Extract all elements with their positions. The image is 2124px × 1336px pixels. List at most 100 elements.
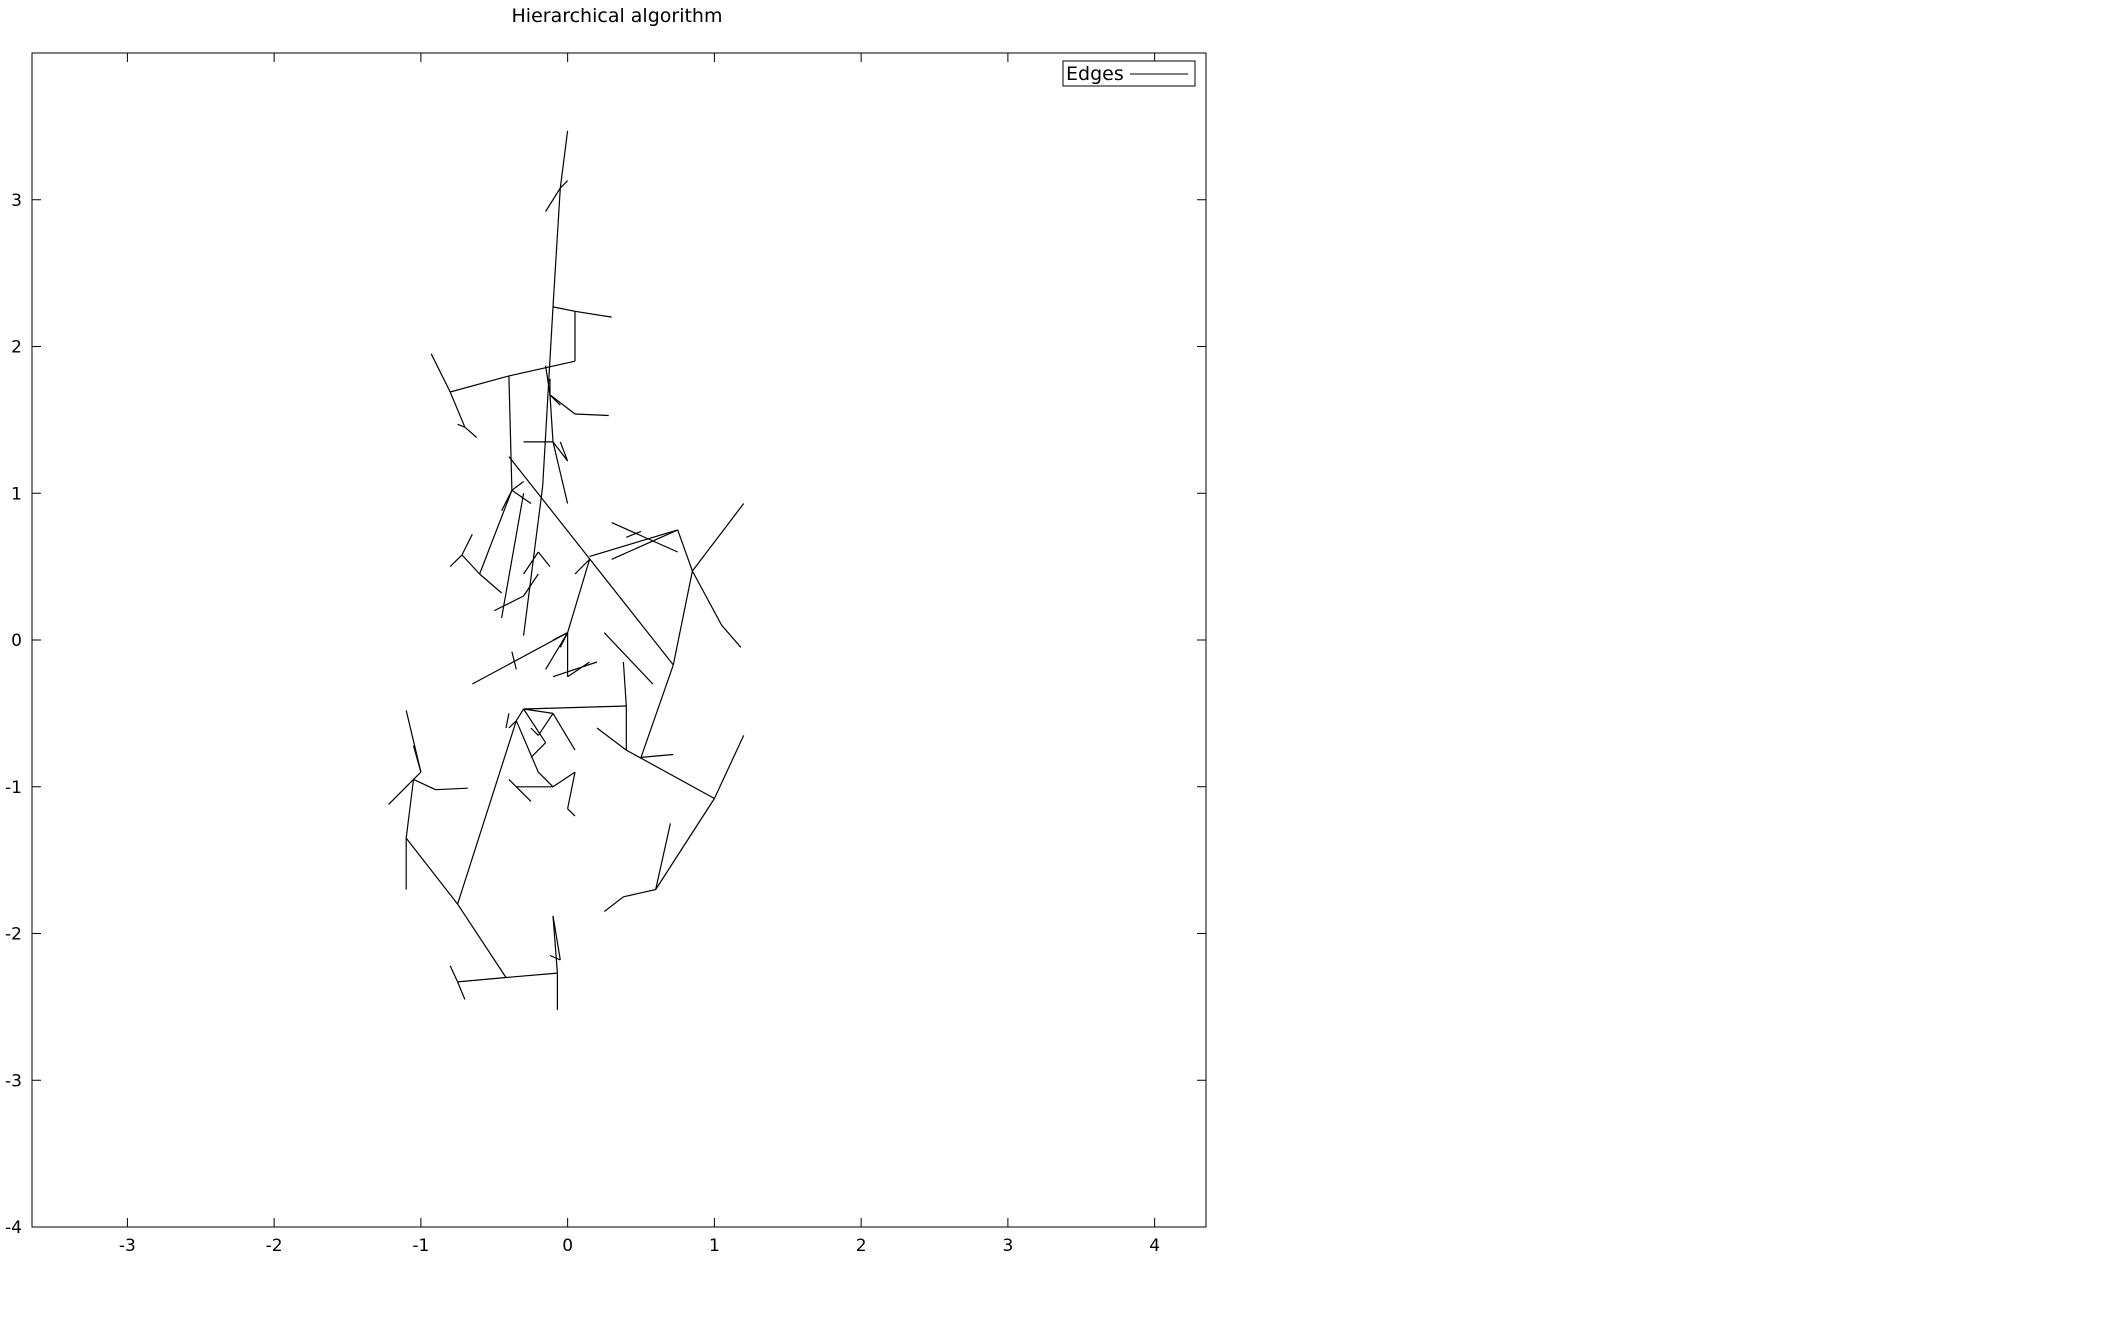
edge-segment xyxy=(457,423,466,428)
chart-title: Hierarchical algorithm xyxy=(512,5,723,27)
edge-segment xyxy=(537,771,554,788)
edge-segment xyxy=(494,595,524,612)
edge-segment xyxy=(552,441,569,462)
edge-segment xyxy=(691,503,745,572)
y-tick-label: -4 xyxy=(5,1218,22,1238)
edge-segment xyxy=(508,375,513,491)
edge-segment xyxy=(596,727,627,751)
edge-segment xyxy=(537,713,554,736)
edge-segment xyxy=(559,130,569,189)
edge-segment xyxy=(559,180,569,189)
edge-segment xyxy=(413,771,422,780)
x-tick-label: 3 xyxy=(1002,1236,1013,1256)
edge-segment xyxy=(545,632,569,670)
edge-segment xyxy=(449,554,463,568)
edge-segment xyxy=(713,735,745,799)
edge-segment xyxy=(530,727,539,736)
edge-segment xyxy=(549,394,554,442)
edge-segment xyxy=(461,534,473,556)
edge-segment xyxy=(523,705,627,710)
edge-segment xyxy=(545,365,551,395)
edge-segment xyxy=(472,632,568,685)
x-tick-label: -1 xyxy=(412,1236,429,1256)
edge-segment xyxy=(435,787,468,791)
x-tick-label: 2 xyxy=(856,1236,867,1256)
edge-segment xyxy=(552,661,598,678)
edge-segment xyxy=(549,394,576,415)
edge-segment xyxy=(530,742,547,758)
edge-segment xyxy=(511,489,532,504)
edge-segment xyxy=(691,570,723,626)
edges-layer xyxy=(388,130,745,1010)
edge-segment xyxy=(721,624,742,648)
edge-segment xyxy=(479,573,502,594)
edge-segment xyxy=(388,778,414,805)
plot-frame xyxy=(31,52,1207,1228)
edge-segment xyxy=(461,554,481,575)
edge-segment xyxy=(623,888,656,898)
x-tick-label: 0 xyxy=(562,1236,573,1256)
edge-segment xyxy=(549,954,561,961)
y-tick-label: -2 xyxy=(5,925,22,945)
y-tick-label: 0 xyxy=(11,631,22,651)
edge-segment xyxy=(574,413,609,417)
edge-segment xyxy=(430,353,451,393)
edge-segment xyxy=(515,720,539,773)
edge-segment xyxy=(523,551,539,575)
edge-segment xyxy=(508,720,517,729)
edge-segment xyxy=(457,903,507,978)
edge-segment xyxy=(672,570,693,666)
edge-segment xyxy=(552,441,569,504)
edge-segment xyxy=(559,441,569,462)
edge-segment xyxy=(523,708,554,714)
plot-area: -3 -2 -1 0 1 2 3 4 -4 -3 -2 -1 0 1 2 3 xyxy=(5,52,1207,1256)
edge-segment xyxy=(457,981,466,1000)
y-tick-label: -3 xyxy=(5,1071,22,1091)
edge-segment xyxy=(611,522,678,553)
edge-segment xyxy=(626,749,715,800)
edge-segment xyxy=(552,187,561,307)
edge-segment xyxy=(552,713,576,751)
edge-segment xyxy=(542,306,554,486)
x-tick-label: 4 xyxy=(1149,1236,1160,1256)
edge-segment xyxy=(515,708,525,722)
edge-segment xyxy=(552,915,561,960)
x-tick-label: -2 xyxy=(266,1236,283,1256)
edge-segment xyxy=(655,823,671,890)
edge-segment xyxy=(567,808,576,817)
edge-segment xyxy=(545,187,561,212)
edge-segment xyxy=(611,529,678,560)
edge-segment xyxy=(640,753,674,758)
edge-segment xyxy=(552,771,576,788)
edge-segment xyxy=(508,456,674,666)
edge-segment xyxy=(574,310,612,318)
legend-label: Edges xyxy=(1066,63,1124,85)
edge-segment xyxy=(464,426,478,438)
edge-segment xyxy=(603,896,624,912)
legend: Edges xyxy=(1062,60,1196,87)
edge-segment xyxy=(552,915,558,974)
edge-segment xyxy=(523,573,539,597)
edge-segment xyxy=(405,779,415,839)
y-tick-label: 3 xyxy=(11,191,22,211)
edge-segment xyxy=(508,360,576,377)
edge-segment xyxy=(655,798,715,890)
x-tick-label: 1 xyxy=(709,1236,720,1256)
edge-segment xyxy=(574,558,591,575)
edge-segment xyxy=(508,778,532,802)
edge-segment xyxy=(449,391,466,428)
edge-segment xyxy=(640,664,674,758)
y-tick-label: 1 xyxy=(11,484,22,504)
edge-segment xyxy=(603,632,654,685)
edge-segment xyxy=(501,493,525,619)
edge-segment xyxy=(449,965,459,983)
y-tick-label: 2 xyxy=(11,338,22,358)
x-tick-label: -3 xyxy=(119,1236,136,1256)
edge-segment xyxy=(537,551,551,567)
edge-segment xyxy=(450,375,510,393)
edge-segment xyxy=(567,661,590,678)
edge-segment xyxy=(413,778,436,791)
edge-segment xyxy=(405,710,422,773)
edge-segment xyxy=(511,651,517,670)
